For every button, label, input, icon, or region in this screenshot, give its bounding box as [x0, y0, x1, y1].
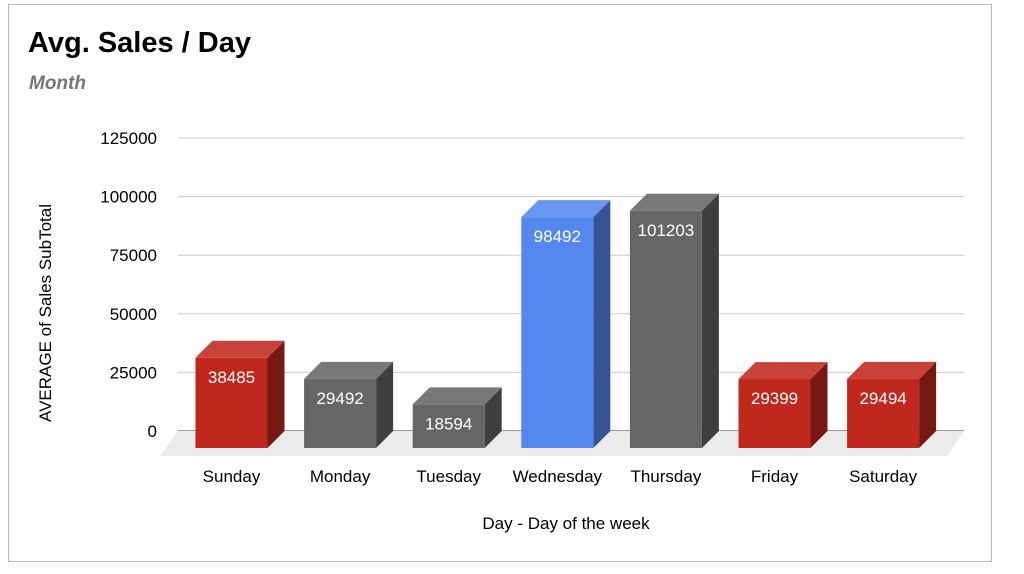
- bar-top: [412, 387, 502, 405]
- bar-saturday: 29494: [847, 361, 937, 448]
- bar-side: [919, 361, 937, 448]
- y-tick-label: 25000: [110, 363, 157, 382]
- bar-front: [412, 404, 485, 448]
- bar-front: [738, 379, 811, 448]
- y-tick-label: 125000: [100, 129, 157, 148]
- x-tick-label: Sunday: [203, 467, 261, 486]
- y-tick-label: 100000: [100, 188, 157, 207]
- x-axis-ticks: Sunday Monday Tuesday Wednesday Thursday Frid…: [203, 467, 918, 486]
- bars: 38485 29492 18594 98492 101203 29399 29494: [195, 193, 937, 448]
- data-label: 29494: [859, 389, 906, 408]
- x-tick-label: Friday: [751, 467, 799, 486]
- bar-side: [593, 200, 611, 448]
- bar-top: [521, 200, 611, 218]
- data-label: 98492: [534, 227, 581, 246]
- y-axis-ticks: 0 25000 50000 75000 100000 125000: [100, 129, 157, 441]
- y-tick-label: 0: [148, 422, 157, 441]
- bar-top: [629, 193, 719, 211]
- bar-front: [847, 378, 920, 448]
- chart-frame: [8, 4, 992, 562]
- bar-side: [810, 362, 828, 448]
- bar-top: [738, 362, 828, 380]
- data-label: 29399: [751, 389, 798, 408]
- bar-tuesday: 18594: [412, 387, 502, 448]
- data-label: 101203: [638, 221, 695, 240]
- bar-thursday: 101203: [629, 193, 719, 448]
- x-tick-label: Monday: [310, 467, 371, 486]
- bar-top: [304, 361, 394, 379]
- bar-side: [701, 193, 719, 448]
- y-axis-title: AVERAGE of Sales SubTotal: [36, 204, 55, 422]
- x-tick-label: Thursday: [630, 467, 701, 486]
- x-axis-title: Day - Day of the week: [482, 514, 650, 533]
- bar-front: [304, 378, 377, 448]
- data-label: 18594: [425, 414, 472, 433]
- data-label: 38485: [208, 368, 255, 387]
- bar-top: [847, 361, 937, 379]
- chart-title: Avg. Sales / Day: [28, 27, 251, 59]
- bar-wednesday: 98492: [521, 200, 611, 448]
- bar-front: [195, 357, 268, 448]
- bar-side: [267, 340, 285, 448]
- bar-side: [376, 361, 394, 448]
- bar-friday: 29399: [738, 362, 828, 448]
- bar-front: [521, 217, 594, 448]
- y-tick-label: 50000: [110, 305, 157, 324]
- x-tick-label: Tuesday: [416, 467, 481, 486]
- chart-subtitle: Month: [29, 73, 86, 94]
- data-label: 29492: [316, 389, 363, 408]
- y-tick-label: 75000: [110, 246, 157, 265]
- bar-monday: 29492: [304, 361, 394, 448]
- bar-top: [195, 340, 285, 358]
- bar-side: [484, 387, 502, 448]
- x-tick-label: Wednesday: [513, 467, 603, 486]
- x-tick-label: Saturday: [849, 467, 918, 486]
- bar-front: [629, 210, 702, 448]
- bar-sunday: 38485: [195, 340, 285, 448]
